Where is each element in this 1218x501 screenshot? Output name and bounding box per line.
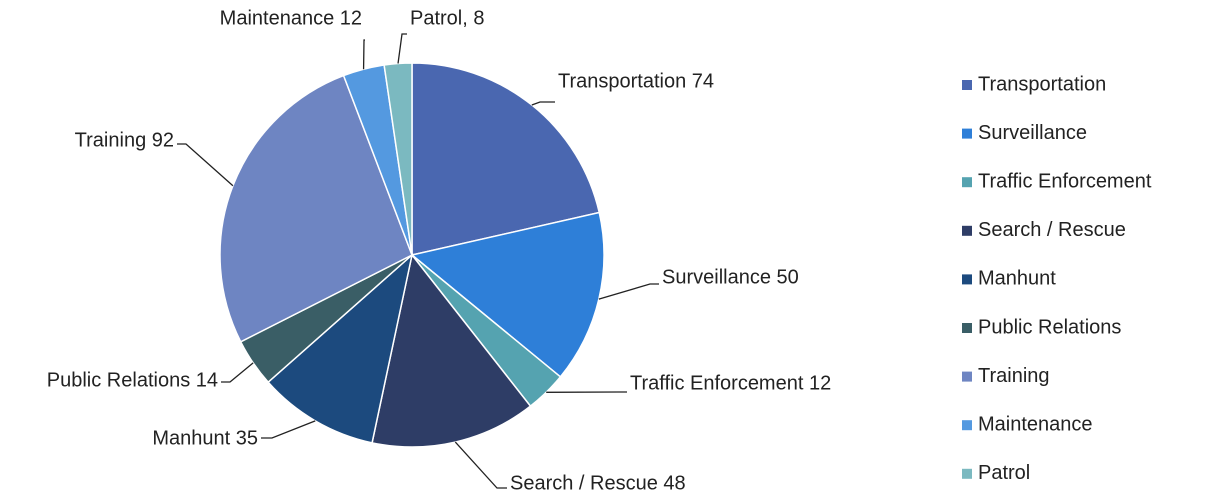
legend-swatch	[962, 80, 972, 90]
legend-label: Surveillance	[978, 122, 1087, 144]
legend-swatch	[962, 420, 972, 431]
legend-swatch	[962, 177, 972, 188]
pie-slice	[371, 253, 532, 448]
leader-line	[531, 101, 555, 106]
leader-line	[598, 283, 659, 300]
data-label: Surveillance 50	[662, 266, 799, 288]
leader-line	[454, 441, 507, 489]
legend-label: Transportation	[978, 73, 1106, 95]
legend-label: Manhunt	[978, 268, 1056, 290]
legend-label: Traffic Enforcement	[978, 170, 1152, 192]
leader-line	[261, 420, 316, 439]
data-label: Traffic Enforcement 12	[630, 372, 831, 394]
data-label: Training 92	[75, 129, 174, 151]
data-label: Manhunt 35	[152, 427, 258, 449]
legend-swatch	[962, 323, 972, 333]
data-label: Maintenance 12	[220, 7, 362, 29]
data-label: Search / Rescue 48	[510, 472, 686, 494]
legend-swatch	[962, 468, 972, 479]
legend-swatch	[962, 128, 972, 139]
pie-slice	[219, 74, 413, 343]
data-label: Patrol, 8	[410, 7, 484, 29]
leader-line	[397, 33, 407, 64]
legend-label: Public Relations	[978, 316, 1121, 338]
legend-label: Search / Rescue	[978, 219, 1126, 241]
pie-slice	[267, 252, 414, 444]
leader-line	[221, 362, 254, 383]
legend-label: Maintenance	[978, 413, 1093, 435]
leader-line	[177, 143, 234, 187]
legend-label: Training	[978, 365, 1050, 387]
data-label: Public Relations 14	[47, 369, 218, 391]
legend-swatch	[962, 274, 972, 285]
data-label: Transportation 74	[558, 70, 714, 92]
legend-swatch	[962, 371, 972, 382]
legend-label: Patrol	[978, 462, 1030, 484]
leader-line	[362, 39, 365, 70]
pie-slice	[411, 62, 601, 256]
pie-slice	[410, 211, 605, 378]
legend-swatch	[962, 225, 972, 236]
